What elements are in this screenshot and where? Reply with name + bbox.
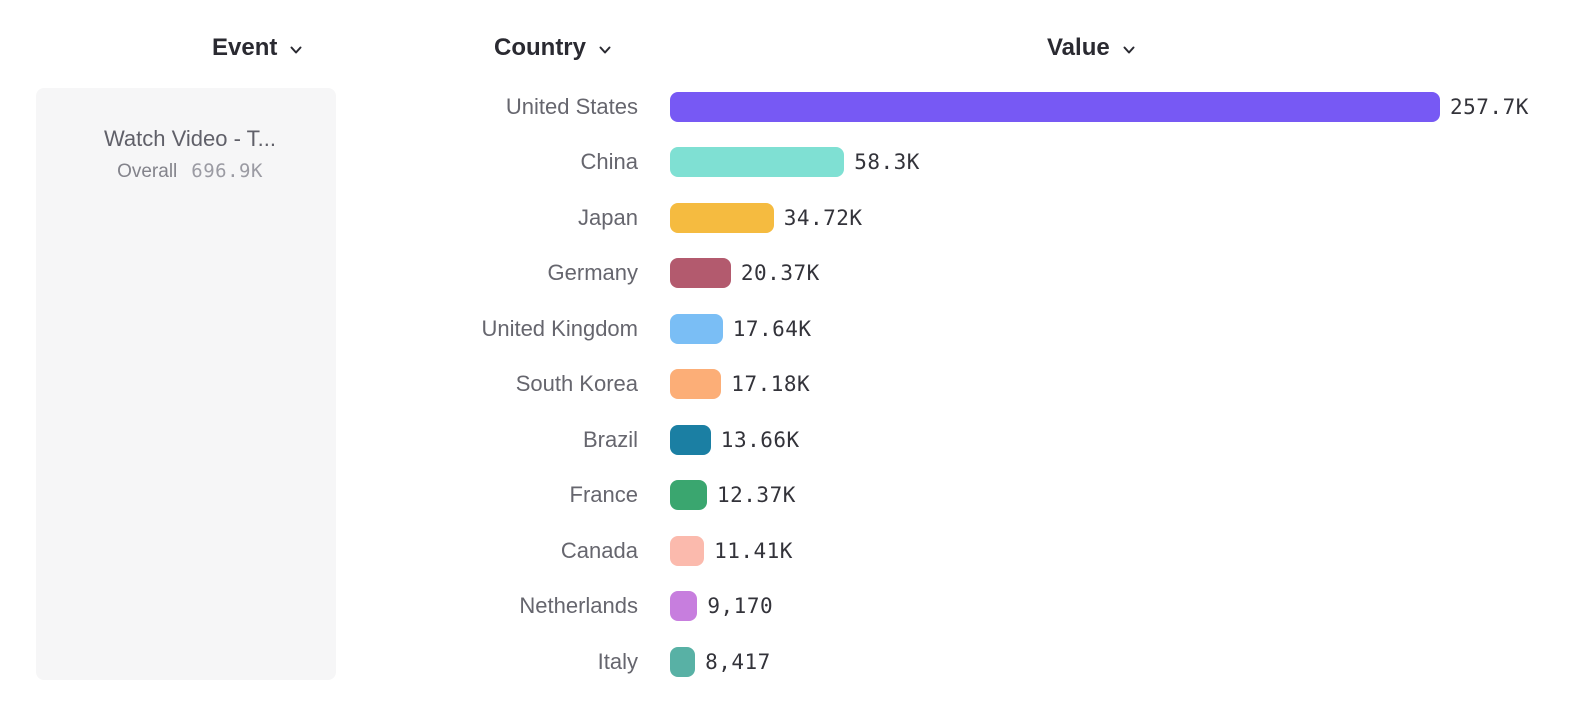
value-label: 257.7K xyxy=(1450,94,1529,119)
value-bar[interactable] xyxy=(670,591,698,622)
country-label[interactable]: South Korea xyxy=(515,371,638,397)
country-label[interactable]: United States xyxy=(505,93,638,119)
column-header-country-label: Country xyxy=(494,34,586,61)
chevron-down-icon xyxy=(599,46,611,54)
chart-row: United States 257.7K xyxy=(0,79,1584,135)
bar-group: 11.41K xyxy=(670,535,793,566)
value-bar[interactable] xyxy=(670,480,707,511)
value-bar[interactable] xyxy=(670,313,723,344)
bar-group: 20.37K xyxy=(670,258,820,289)
country-label[interactable]: Netherlands xyxy=(519,593,638,619)
value-bar[interactable] xyxy=(670,424,711,455)
country-label[interactable]: Japan xyxy=(578,204,638,230)
chart-row: United Kingdom 17.64K xyxy=(0,301,1584,357)
column-header-value-label: Value xyxy=(1047,34,1110,61)
value-label: 8,417 xyxy=(705,649,771,674)
value-label: 34.72K xyxy=(783,205,863,230)
chevron-down-icon xyxy=(290,46,302,54)
value-label: 12.37K xyxy=(717,483,796,508)
bar-group: 13.66K xyxy=(670,424,800,455)
bar-group: 257.7K xyxy=(670,91,1529,122)
value-bar[interactable] xyxy=(670,202,774,233)
bar-group: 17.18K xyxy=(670,369,811,400)
bar-group: 9,170 xyxy=(670,591,774,622)
column-header-value[interactable]: Value xyxy=(1047,34,1137,62)
chart-row: Brazil 13.66K xyxy=(0,412,1584,468)
country-label[interactable]: Canada xyxy=(560,537,638,563)
country-label[interactable]: France xyxy=(569,482,638,508)
country-label[interactable]: Germany xyxy=(547,260,638,286)
value-label: 20.37K xyxy=(740,261,820,286)
value-label: 9,170 xyxy=(707,594,774,619)
bar-group: 8,417 xyxy=(670,646,771,677)
bar-group: 17.64K xyxy=(670,313,812,344)
value-label: 13.66K xyxy=(720,427,800,452)
event-card[interactable]: Watch Video - T... Overall 696.9K xyxy=(36,88,336,680)
bar-group: 34.72K xyxy=(670,202,863,233)
event-title[interactable]: Watch Video - T... xyxy=(103,126,276,151)
event-metric: Overall 696.9K xyxy=(62,160,318,183)
value-label: 17.18K xyxy=(731,372,811,397)
bar-group: 12.37K xyxy=(670,480,796,511)
value-label: 58.3K xyxy=(854,150,920,175)
value-label: 11.41K xyxy=(714,538,793,563)
event-metric-value: 696.9K xyxy=(191,160,263,182)
chevron-down-icon xyxy=(1123,46,1135,54)
chart-row: Japan 34.72K xyxy=(0,190,1584,246)
value-bar[interactable] xyxy=(670,646,696,677)
country-label[interactable]: China xyxy=(580,149,638,175)
chart-row: Italy 8,417 xyxy=(0,634,1584,690)
column-header-country[interactable]: Country xyxy=(494,34,613,62)
event-metric-label: Overall xyxy=(117,161,178,182)
chart-row: South Korea 17.18K xyxy=(0,357,1584,413)
chart-row: Netherlands 9,170 xyxy=(0,579,1584,635)
bar-chart: United States 257.7K China 58.3K Japan 3… xyxy=(0,79,1584,690)
country-label[interactable]: Italy xyxy=(597,648,638,674)
chart-row: Canada 11.41K xyxy=(0,523,1584,579)
column-header-event-label: Event xyxy=(212,34,278,61)
country-label[interactable]: United Kingdom xyxy=(481,315,638,341)
bar-group: 58.3K xyxy=(670,147,920,178)
chart-row: Germany 20.37K xyxy=(0,246,1584,302)
value-bar[interactable] xyxy=(670,535,705,566)
chart-row: China 58.3K xyxy=(0,135,1584,191)
value-bar[interactable] xyxy=(670,258,731,289)
chart-row: France 12.37K xyxy=(0,468,1584,524)
column-header-event[interactable]: Event xyxy=(212,34,304,62)
value-bar[interactable] xyxy=(670,147,845,178)
value-bar[interactable] xyxy=(670,91,1440,122)
value-label: 17.64K xyxy=(732,316,812,341)
country-label[interactable]: Brazil xyxy=(582,426,638,452)
value-bar[interactable] xyxy=(670,369,722,400)
